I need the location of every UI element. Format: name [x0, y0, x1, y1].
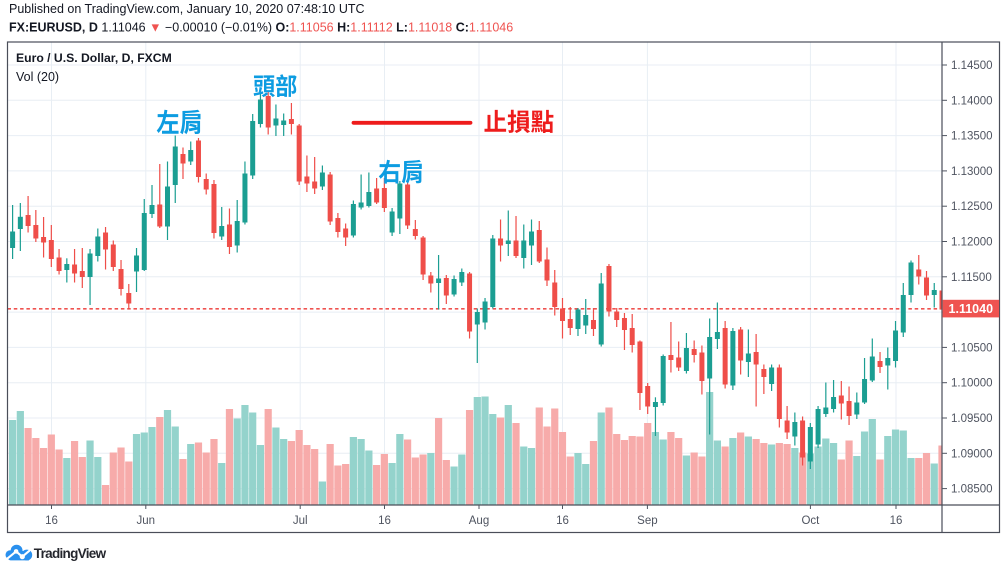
svg-text:Oct: Oct: [801, 515, 820, 527]
svg-text:1.10000: 1.10000: [951, 378, 993, 390]
svg-text:Published on TradingView.com,: Published on TradingView.com, January 10…: [9, 2, 365, 16]
svg-text:Jun: Jun: [137, 515, 156, 527]
svg-text:1.08500: 1.08500: [951, 484, 993, 496]
svg-text:1.14500: 1.14500: [951, 60, 993, 72]
svg-text:1.11040: 1.11040: [949, 302, 994, 316]
svg-text:1.13000: 1.13000: [951, 166, 993, 178]
svg-text:Euro / U.S. Dollar, D, FXCM: Euro / U.S. Dollar, D, FXCM: [16, 51, 172, 65]
svg-text:16: 16: [45, 515, 58, 527]
svg-text:Vol (20): Vol (20): [16, 70, 59, 84]
svg-text:1.14000: 1.14000: [951, 95, 993, 107]
svg-text:1.12000: 1.12000: [951, 237, 993, 249]
svg-text:FX:EURUSD, D 1.11046 ▼ −0.0001: FX:EURUSD, D 1.11046 ▼ −0.00010 (−0.01%)…: [9, 21, 513, 35]
svg-text:Aug: Aug: [469, 515, 489, 527]
svg-text:1.09000: 1.09000: [951, 448, 993, 460]
svg-text:1.09500: 1.09500: [951, 413, 993, 425]
svg-text:Sep: Sep: [637, 515, 657, 527]
svg-text:16: 16: [378, 515, 391, 527]
svg-text:16: 16: [890, 515, 903, 527]
svg-text:1.10500: 1.10500: [951, 342, 993, 354]
svg-text:TradingView: TradingView: [34, 546, 107, 561]
svg-text:16: 16: [556, 515, 569, 527]
svg-text:1.12500: 1.12500: [951, 201, 993, 213]
svg-text:1.11500: 1.11500: [951, 272, 992, 284]
svg-text:1.13500: 1.13500: [951, 131, 993, 143]
svg-text:Jul: Jul: [293, 515, 308, 527]
